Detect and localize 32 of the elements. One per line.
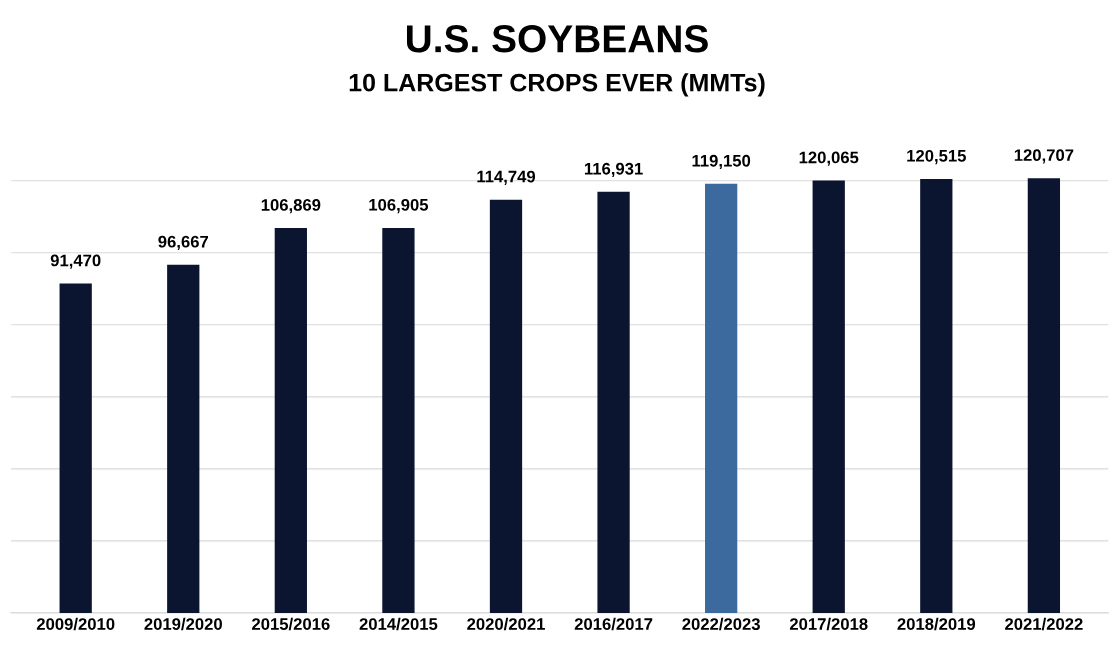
data-label: 119,150 xyxy=(692,154,751,170)
data-label: 106,869 xyxy=(261,199,321,214)
bar xyxy=(597,191,630,613)
bar xyxy=(1027,178,1061,613)
x-tick-label: 2022/2023 xyxy=(682,617,760,631)
data-label: 91,470 xyxy=(50,254,101,269)
bar xyxy=(382,227,415,613)
x-tick-label: 2016/2017 xyxy=(574,617,653,631)
data-label: 114,749 xyxy=(477,170,536,185)
x-tick-label: 2019/2020 xyxy=(144,617,222,631)
bar xyxy=(812,180,845,613)
bar xyxy=(489,199,523,613)
chart-subtitle: 10 LARGEST CROPS EVER (MMTs) xyxy=(349,73,765,97)
x-tick-label: 2009/2010 xyxy=(36,617,115,631)
data-label: 106,905 xyxy=(369,198,429,214)
data-label: 120,707 xyxy=(1014,149,1074,164)
x-tick-label: 2018/2019 xyxy=(897,617,976,631)
data-label: 96,667 xyxy=(158,235,209,251)
x-tick-label: 2017/2018 xyxy=(789,617,868,631)
x-tick-label: 2021/2022 xyxy=(1005,617,1083,631)
data-label: 116,931 xyxy=(584,162,643,178)
data-label: 120,515 xyxy=(907,149,966,165)
data-label: 120,065 xyxy=(799,151,859,166)
bar xyxy=(705,183,738,613)
bar xyxy=(59,283,92,613)
x-tick-label: 2020/2021 xyxy=(467,617,545,631)
bar xyxy=(167,264,200,613)
chart-title: U.S. SOYBEANS xyxy=(406,25,708,53)
bar xyxy=(274,228,307,613)
x-tick-label: 2014/2015 xyxy=(359,617,438,631)
bar xyxy=(920,178,953,613)
x-tick-label: 2015/2016 xyxy=(252,617,330,631)
